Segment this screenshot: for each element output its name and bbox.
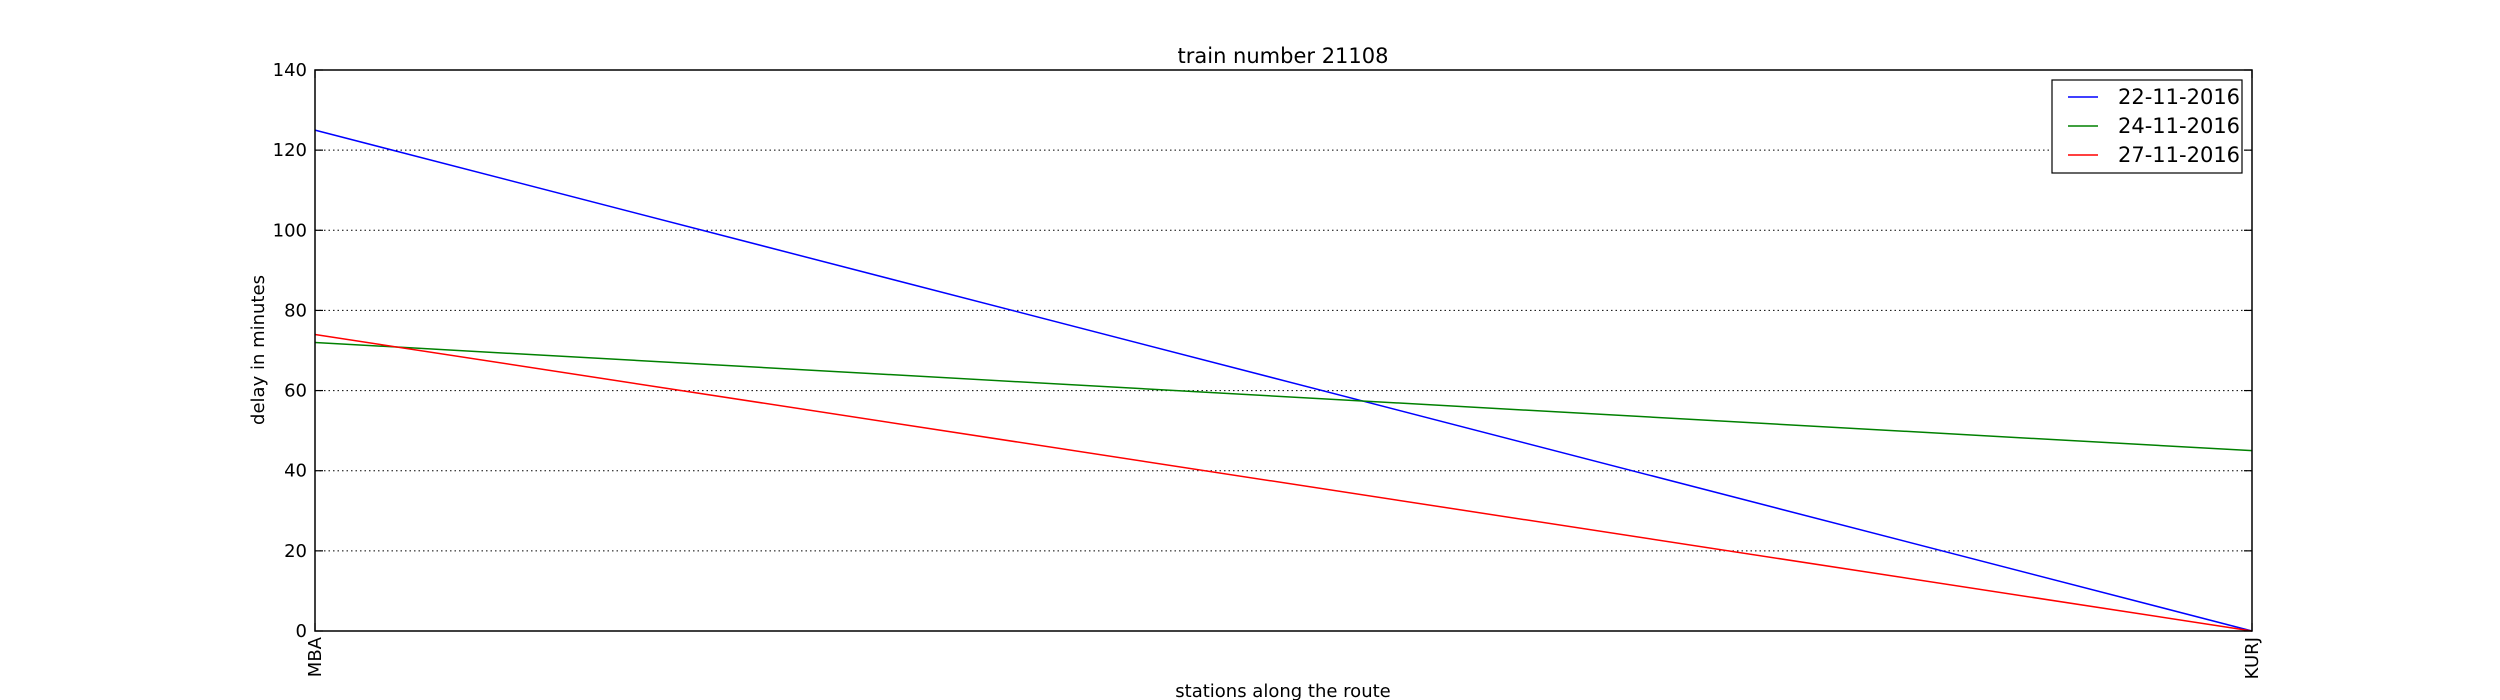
series-line-24-11-2016 [314, 341, 2253, 452]
chart-title: train number 21108 [1178, 44, 1389, 68]
series-line-27-11-2016 [314, 333, 2253, 632]
legend-label: 24-11-2016 [2118, 114, 2240, 138]
grid-lines [315, 149, 2252, 552]
legend: 22-11-2016 24-11-2016 27-11-2016 [2051, 79, 2243, 174]
legend-label: 22-11-2016 [2118, 85, 2240, 109]
legend-label: 27-11-2016 [2118, 143, 2240, 167]
x-axis-label: stations along the route [1175, 681, 1390, 700]
x-tick-label: MBA [305, 636, 326, 677]
x-axis: MBA KURJ [305, 70, 2263, 679]
y-tick-label: 80 [284, 300, 307, 321]
x-tick-label: KURJ [2242, 637, 2263, 679]
series-layer [314, 129, 2253, 632]
y-tick-label: 0 [296, 621, 307, 642]
y-tick-label: 40 [284, 461, 307, 482]
y-tick-label: 120 [273, 140, 307, 161]
y-axis: 0 20 40 60 80 100 120 140 [273, 60, 2252, 642]
y-axis-label: delay in minutes [248, 275, 269, 425]
y-tick-label: 60 [284, 381, 307, 402]
y-tick-label: 140 [273, 60, 307, 81]
y-tick-label: 20 [284, 541, 307, 562]
y-tick-label: 100 [273, 220, 307, 241]
plot-frame [314, 69, 2253, 632]
series-line-22-11-2016 [314, 129, 2253, 632]
